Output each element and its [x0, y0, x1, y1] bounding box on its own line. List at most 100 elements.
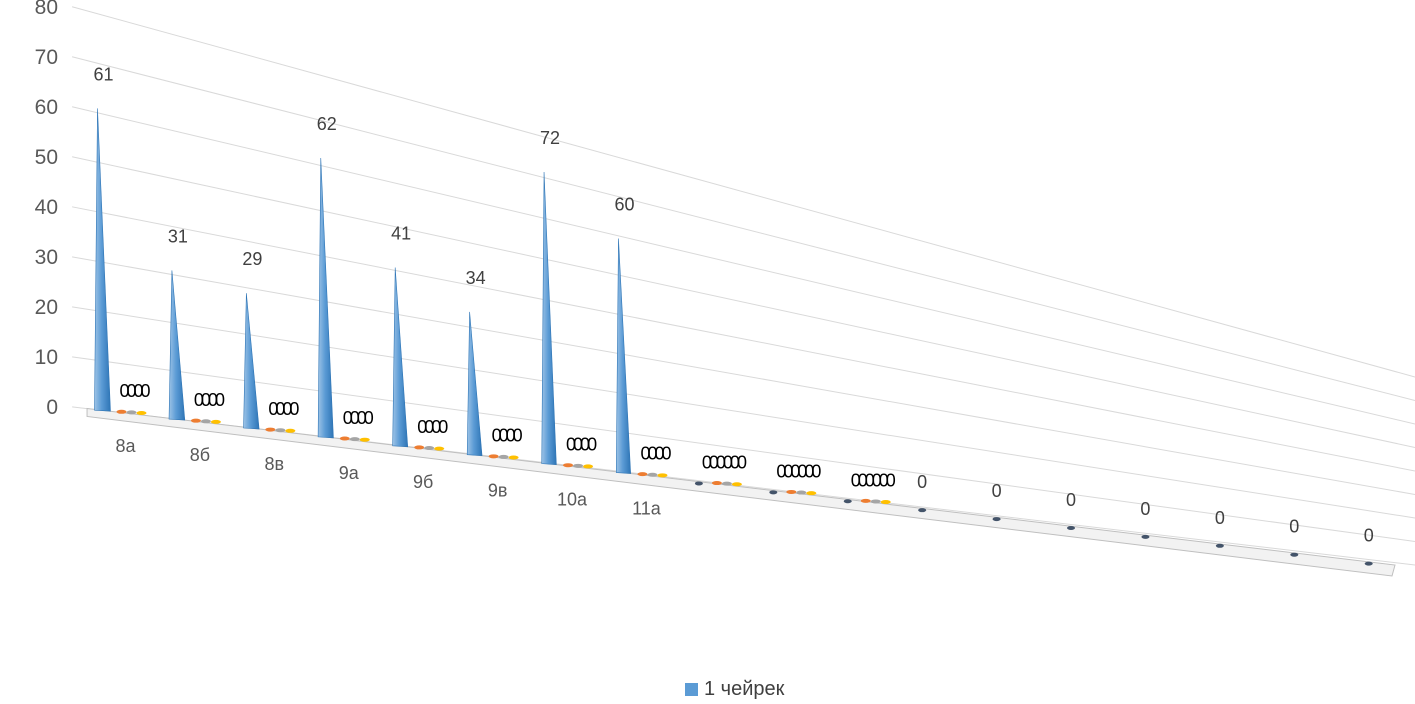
- floor-slab: [86, 407, 1396, 577]
- cone-base-zero: [694, 481, 703, 486]
- zero-labels: 0000: [343, 408, 374, 428]
- y-tick-label: 30: [35, 246, 58, 269]
- zero-labels: 0000: [268, 399, 299, 419]
- zero-marker: [116, 409, 127, 414]
- y-tick-label: 60: [35, 96, 58, 119]
- data-label: 0: [992, 481, 1002, 501]
- category-label: 9в: [488, 481, 508, 501]
- category-label: 11а: [632, 499, 662, 519]
- zero-marker: [190, 418, 201, 423]
- y-axis-ticks: 0 10 20 30 40 50 60 70 80: [35, 0, 58, 419]
- data-label: 31: [168, 226, 188, 246]
- gridlines: [71, 6, 1415, 566]
- zero-marker: [210, 419, 221, 424]
- zero-marker: [424, 446, 435, 451]
- legend-label: 1 чейрек: [704, 678, 785, 700]
- zero-labels: 0000: [119, 381, 150, 401]
- gridline: [71, 56, 1415, 401]
- zero-marker: [583, 464, 594, 469]
- data-label: 0: [917, 472, 927, 492]
- data-label: 0: [1289, 517, 1299, 537]
- zero-marker: [796, 490, 807, 495]
- zero-marker: [359, 437, 370, 442]
- y-tick-label: 0: [46, 396, 58, 419]
- zero-marker: [414, 445, 425, 450]
- cone-bar: [243, 293, 260, 430]
- gridline: [71, 106, 1415, 425]
- zero-marker: [136, 410, 147, 415]
- cone-base-zero: [992, 517, 1001, 522]
- legend: 1 чейрек: [685, 678, 784, 701]
- data-label: 60: [614, 194, 634, 214]
- category-label: 8б: [190, 445, 210, 465]
- cone-base-zero: [769, 490, 778, 495]
- data-label: 72: [540, 128, 560, 148]
- zero-marker: [126, 410, 137, 415]
- gridline: [72, 356, 1415, 542]
- zero-labels: 000000: [851, 470, 896, 490]
- cone-bar: [541, 171, 557, 465]
- data-label: 41: [391, 223, 411, 243]
- zero-marker: [711, 481, 722, 486]
- cone-base-zero: [843, 499, 852, 504]
- zero-marker: [275, 428, 286, 433]
- zero-labels: 0000: [566, 435, 597, 455]
- gridline: [72, 306, 1415, 519]
- cone-base-zero: [1290, 552, 1299, 557]
- cone-bar: [168, 270, 186, 421]
- cone-base-zero: [918, 508, 927, 513]
- zero-labels: 0000: [492, 426, 523, 446]
- cone-series: [94, 108, 1373, 566]
- cone-bar: [466, 311, 483, 457]
- cone-bar: [317, 157, 334, 439]
- cone-base-zero: [1141, 534, 1150, 539]
- zero-marker: [786, 489, 797, 494]
- zero-marker: [721, 481, 732, 486]
- category-labels: 8а 8б 8в 9а 9б 9в 10а 11а: [115, 436, 661, 518]
- zero-marker: [488, 454, 499, 459]
- cone-base-zero: [1364, 561, 1373, 566]
- zero-marker: [265, 427, 276, 432]
- y-tick-label: 80: [35, 0, 58, 19]
- category-label: 9а: [339, 463, 360, 483]
- zero-marker: [285, 428, 296, 433]
- y-tick-label: 70: [35, 46, 58, 69]
- data-label: 29: [242, 249, 262, 269]
- category-label: 10а: [557, 490, 588, 510]
- legend-swatch: [685, 683, 698, 696]
- category-label: 9б: [413, 472, 433, 492]
- cone-bar: [615, 238, 631, 474]
- zero-marker: [647, 472, 658, 477]
- cone-base-zero: [1067, 525, 1076, 530]
- gridline: [71, 156, 1415, 448]
- zero-marker: [870, 499, 881, 504]
- zero-marker: [349, 437, 360, 442]
- zero-marker: [806, 491, 817, 496]
- gridline: [71, 6, 1415, 378]
- y-tick-label: 50: [35, 146, 58, 169]
- zero-marker: [860, 498, 871, 503]
- zero-marker: [563, 463, 574, 468]
- zero-marker: [508, 455, 519, 460]
- data-label: 0: [1215, 508, 1225, 528]
- zero-labels: 000000: [776, 461, 821, 481]
- zero-labels: 0000: [194, 390, 225, 410]
- zero-labels: 000000: [702, 452, 747, 472]
- zero-marker: [573, 463, 584, 468]
- data-label: 62: [317, 114, 337, 134]
- chart-floor: [86, 407, 1396, 577]
- zero-marker: [731, 482, 742, 487]
- y-tick-label: 40: [35, 196, 58, 219]
- zero-marker: [657, 473, 668, 478]
- zero-marker: [880, 500, 891, 505]
- y-tick-label: 10: [35, 346, 58, 369]
- data-label: 0: [1066, 490, 1076, 510]
- data-labels: 6100003100002900006200004100003400007200…: [93, 64, 1373, 545]
- zero-labels: 0000: [640, 444, 671, 464]
- data-label: 0: [1364, 526, 1374, 546]
- data-label: 61: [93, 64, 113, 84]
- data-label: 34: [466, 268, 486, 288]
- zero-labels: 0000: [417, 417, 448, 437]
- zero-marker: [637, 472, 648, 477]
